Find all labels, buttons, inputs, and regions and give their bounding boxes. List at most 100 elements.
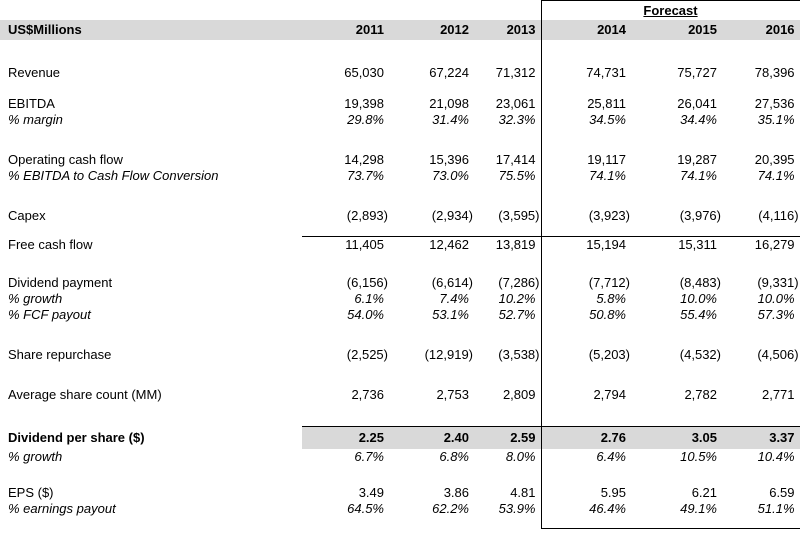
spacer-row [0,252,800,275]
spacer-cell [631,403,722,427]
value-cell: (3,976) [679,208,721,223]
year-header-2013: 2013 [506,22,536,37]
table-row: Capex (2,893) (2,934) (3,595) (3,923) (3,976)… [0,207,800,224]
row-label: Share repurchase [8,347,112,362]
spacer-row [0,322,800,347]
value-cell: (7,712) [540,274,631,291]
value-cell: 3.37 [722,426,800,449]
spacer-cell [0,363,302,387]
spacer-cell [302,363,389,387]
value-cell: (6,156) [346,275,388,290]
value-cell: 15,396 [429,152,469,167]
spacer-cell [631,253,722,275]
value-cell: 2,794 [540,386,631,403]
spacer-cell [389,184,474,208]
spacer-cell [540,39,631,65]
year-header-2016: 2016 [722,19,800,40]
spacer-cell [0,403,302,427]
spacer-cell [631,128,722,152]
row-label: Free cash flow [8,237,93,252]
spacer-cell [302,184,389,208]
forecast-header-cell: Forecast [540,0,800,20]
row-label: Capex [8,208,46,223]
value-cell: 74.1% [540,167,631,184]
value-cell: 54.0% [347,307,384,322]
value-cell: 3.49 [358,485,384,500]
value-cell: 5.95 [540,484,631,501]
value-cell: 10.5% [680,449,717,464]
value-cell: 19,287 [677,152,717,167]
value-cell: 2,782 [684,387,717,402]
spacer-cell [540,127,631,152]
value-cell: 6.8% [439,449,469,464]
value-cell: (5,203) [540,346,631,363]
table-row: Share repurchase (2,525) (12,919) (3,538) (5… [0,346,800,363]
spacer-cell [631,323,722,347]
value-cell: 31.4% [432,112,469,127]
value-cell: 74.1% [722,167,800,184]
value-cell: 20,395 [722,151,800,168]
value-cell: 2.25 [302,426,389,449]
spacer-cell [474,323,541,347]
table-row: Dividend payment (6,156) (6,614) (7,286) (7,… [0,274,800,291]
spacer-cell [631,224,722,237]
value-cell: 2.59 [474,426,541,449]
value-cell: 2,809 [502,387,536,402]
value-cell: 2,753 [436,387,469,402]
spacer-row [0,80,800,96]
value-cell: (7,286) [498,275,540,290]
spacer-cell [389,81,474,96]
value-cell: 15,311 [631,236,722,253]
spacer-cell [302,465,389,485]
year-header-2014: 2014 [540,19,631,40]
row-label: EBITDA [8,96,55,111]
value-cell: 64.5% [347,501,384,516]
value-cell: 6.1% [354,291,384,306]
spacer-cell [722,223,800,237]
value-cell: (2,893) [346,208,388,223]
spacer-cell [0,81,302,96]
value-cell: 50.8% [540,306,631,323]
value-cell: 17,414 [495,152,536,167]
unit-label: US$Millions [8,22,82,37]
row-label: Dividend payment [8,275,113,290]
value-cell: 52.7% [498,307,536,322]
spacer-cell [474,517,541,529]
value-cell: 10.0% [722,290,800,307]
spacer-row [0,223,800,237]
year-header-2011: 2011 [355,22,384,37]
spacer-cell [540,322,631,347]
year-header-2015: 2015 [688,22,717,37]
value-cell: 3.05 [631,426,722,449]
value-cell: 3.86 [443,485,469,500]
row-label: Operating cash flow [8,152,123,167]
value-cell: 4.81 [510,485,536,500]
value-cell: 10.0% [680,291,717,306]
row-label: EPS ($) [8,485,54,500]
row-label: Revenue [8,65,61,80]
value-cell: (4,506) [722,346,800,363]
table-row: % EBITDA to Cash Flow Conversion 73.7% 73.… [0,167,800,184]
value-cell: 19,117 [540,151,631,168]
spacer-cell [0,517,302,529]
value-cell: (6,614) [431,275,473,290]
spacer-cell [302,323,389,347]
value-cell: 27,536 [722,95,800,112]
value-cell: 78,396 [722,64,800,81]
value-cell: 73.0% [432,168,469,183]
value-cell: (3,923) [540,207,631,224]
spacer-row [0,402,800,427]
row-label: % FCF payout [8,307,91,322]
value-cell: 7.4% [439,291,469,306]
spacer-cell [302,517,389,529]
value-cell: 11,405 [302,236,389,253]
row-label: Average share count (MM) [8,387,162,402]
spacer-cell [540,80,631,96]
spacer-cell [0,465,302,485]
year-header-2012: 2012 [440,22,469,37]
table-row: Operating cash flow 14,298 15,396 17,414 19,… [0,151,800,168]
row-label: % margin [8,112,63,127]
spacer-cell [722,516,800,529]
spacer-row [0,127,800,152]
